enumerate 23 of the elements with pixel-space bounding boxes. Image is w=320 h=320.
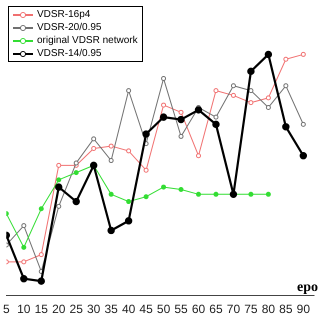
x-tick-label: 55 xyxy=(174,302,188,316)
x-tick-label: 40 xyxy=(122,302,136,316)
x-tick-label: 25 xyxy=(70,302,84,316)
x-tick-label: 15 xyxy=(34,302,48,316)
x-axis-title: epo xyxy=(297,280,318,296)
x-tick-label: 70 xyxy=(226,302,240,316)
legend-label: VDSR-16p4 xyxy=(37,8,90,21)
x-tick-label: 85 xyxy=(279,302,293,316)
x-tick-label: 75 xyxy=(244,302,258,316)
legend-label: VDSR-20/0.95 xyxy=(37,21,102,34)
x-tick-label: 80 xyxy=(262,302,276,316)
x-tick-label: 60 xyxy=(192,302,206,316)
x-tick-label: 30 xyxy=(87,302,101,316)
x-tick-label: 20 xyxy=(52,302,66,316)
legend-label: original VDSR network xyxy=(37,34,138,47)
x-tick-label: 10 xyxy=(17,302,31,316)
x-tick-label: 45 xyxy=(139,302,154,316)
x-tick-label: 90 xyxy=(296,302,310,316)
x-tick-label: 50 xyxy=(156,302,171,316)
x-tick-label: 35 xyxy=(104,302,118,316)
x-tick-label: 65 xyxy=(209,302,223,316)
x-tick-label: 5 xyxy=(2,302,10,316)
legend-label: VDSR-14/0.95 xyxy=(37,47,102,60)
